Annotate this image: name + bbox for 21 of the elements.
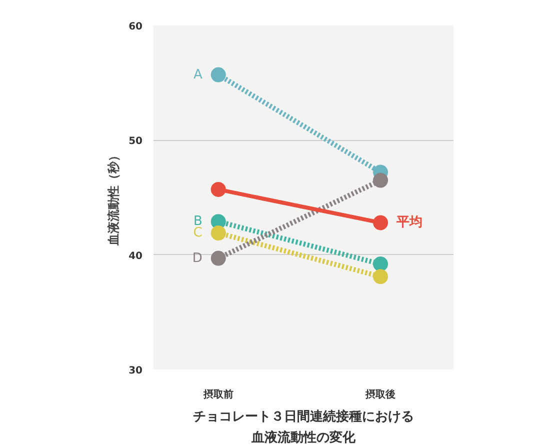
y-tick-label: 40 (128, 250, 143, 262)
text: チョコレート３日間連続接種における (193, 408, 414, 424)
point (210, 250, 226, 266)
y-tick-label: 30 (128, 366, 143, 376)
point (373, 269, 388, 284)
x-tick-label: 摂取後 (364, 388, 396, 400)
x-tick-label: 摂取前 (202, 388, 234, 400)
y-tick-label: 50 (128, 136, 143, 148)
point (210, 182, 226, 197)
series-label: D (192, 250, 202, 266)
point (373, 172, 388, 188)
y-tick-label: 60 (128, 22, 143, 32)
series-label: 平均 (396, 215, 423, 230)
y-axis-title: 血液流動性（秒） (106, 150, 121, 246)
series-label: A (193, 67, 202, 82)
point (210, 67, 226, 82)
point (210, 226, 226, 241)
point (373, 215, 388, 230)
point (373, 256, 388, 272)
text: 血液流動性の変化 (250, 430, 356, 445)
series-label: C (193, 226, 202, 241)
